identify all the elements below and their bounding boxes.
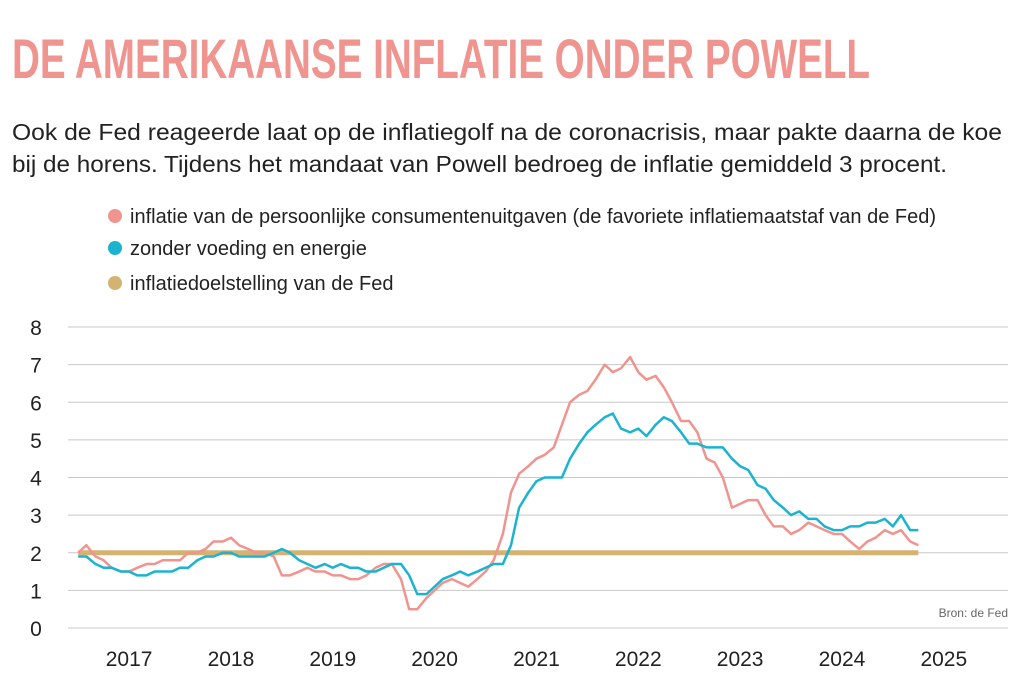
legend-label: zonder voeding en energie xyxy=(130,238,367,260)
legend-marker xyxy=(108,241,122,255)
series-line xyxy=(78,412,919,596)
series-line xyxy=(77,355,919,611)
source: Bron: de Fed xyxy=(939,606,1008,620)
x-tick-label: 2020 xyxy=(411,648,458,671)
y-tick-label: 1 xyxy=(30,580,42,603)
y-tick-label: 4 xyxy=(30,468,42,491)
subtitle: Ook de Fed reageerde laat op de inflatie… xyxy=(12,119,1002,145)
x-tick-label: 2024 xyxy=(819,648,866,671)
legend-marker xyxy=(108,209,122,223)
x-tick-label: 2025 xyxy=(920,648,967,671)
x-tick-label: 2021 xyxy=(513,648,560,671)
y-tick-label: 0 xyxy=(30,618,42,641)
y-tick-label: 6 xyxy=(30,392,42,415)
x-tick-label: 2018 xyxy=(208,648,255,671)
x-tick-label: 2019 xyxy=(309,648,356,671)
x-tick-label: 2023 xyxy=(717,648,764,671)
legend-label: inflatie van de persoonlijke consumenten… xyxy=(130,206,936,228)
y-tick-label: 2 xyxy=(30,543,42,566)
y-tick-label: 3 xyxy=(30,505,42,528)
y-tick-label: 5 xyxy=(30,430,42,453)
legend-label: inflatiedoelstelling van de Fed xyxy=(130,273,394,295)
subtitle: bij de horens. Tijdens het mandaat van P… xyxy=(12,151,947,177)
x-tick-label: 2022 xyxy=(615,648,662,671)
y-tick-label: 7 xyxy=(30,355,42,378)
legend-marker xyxy=(108,276,122,290)
x-tick-label: 2017 xyxy=(106,648,153,671)
y-tick-label: 8 xyxy=(30,317,42,340)
chart-title: DE AMERIKAANSE INFLATIE ONDER POWELL xyxy=(12,27,870,90)
